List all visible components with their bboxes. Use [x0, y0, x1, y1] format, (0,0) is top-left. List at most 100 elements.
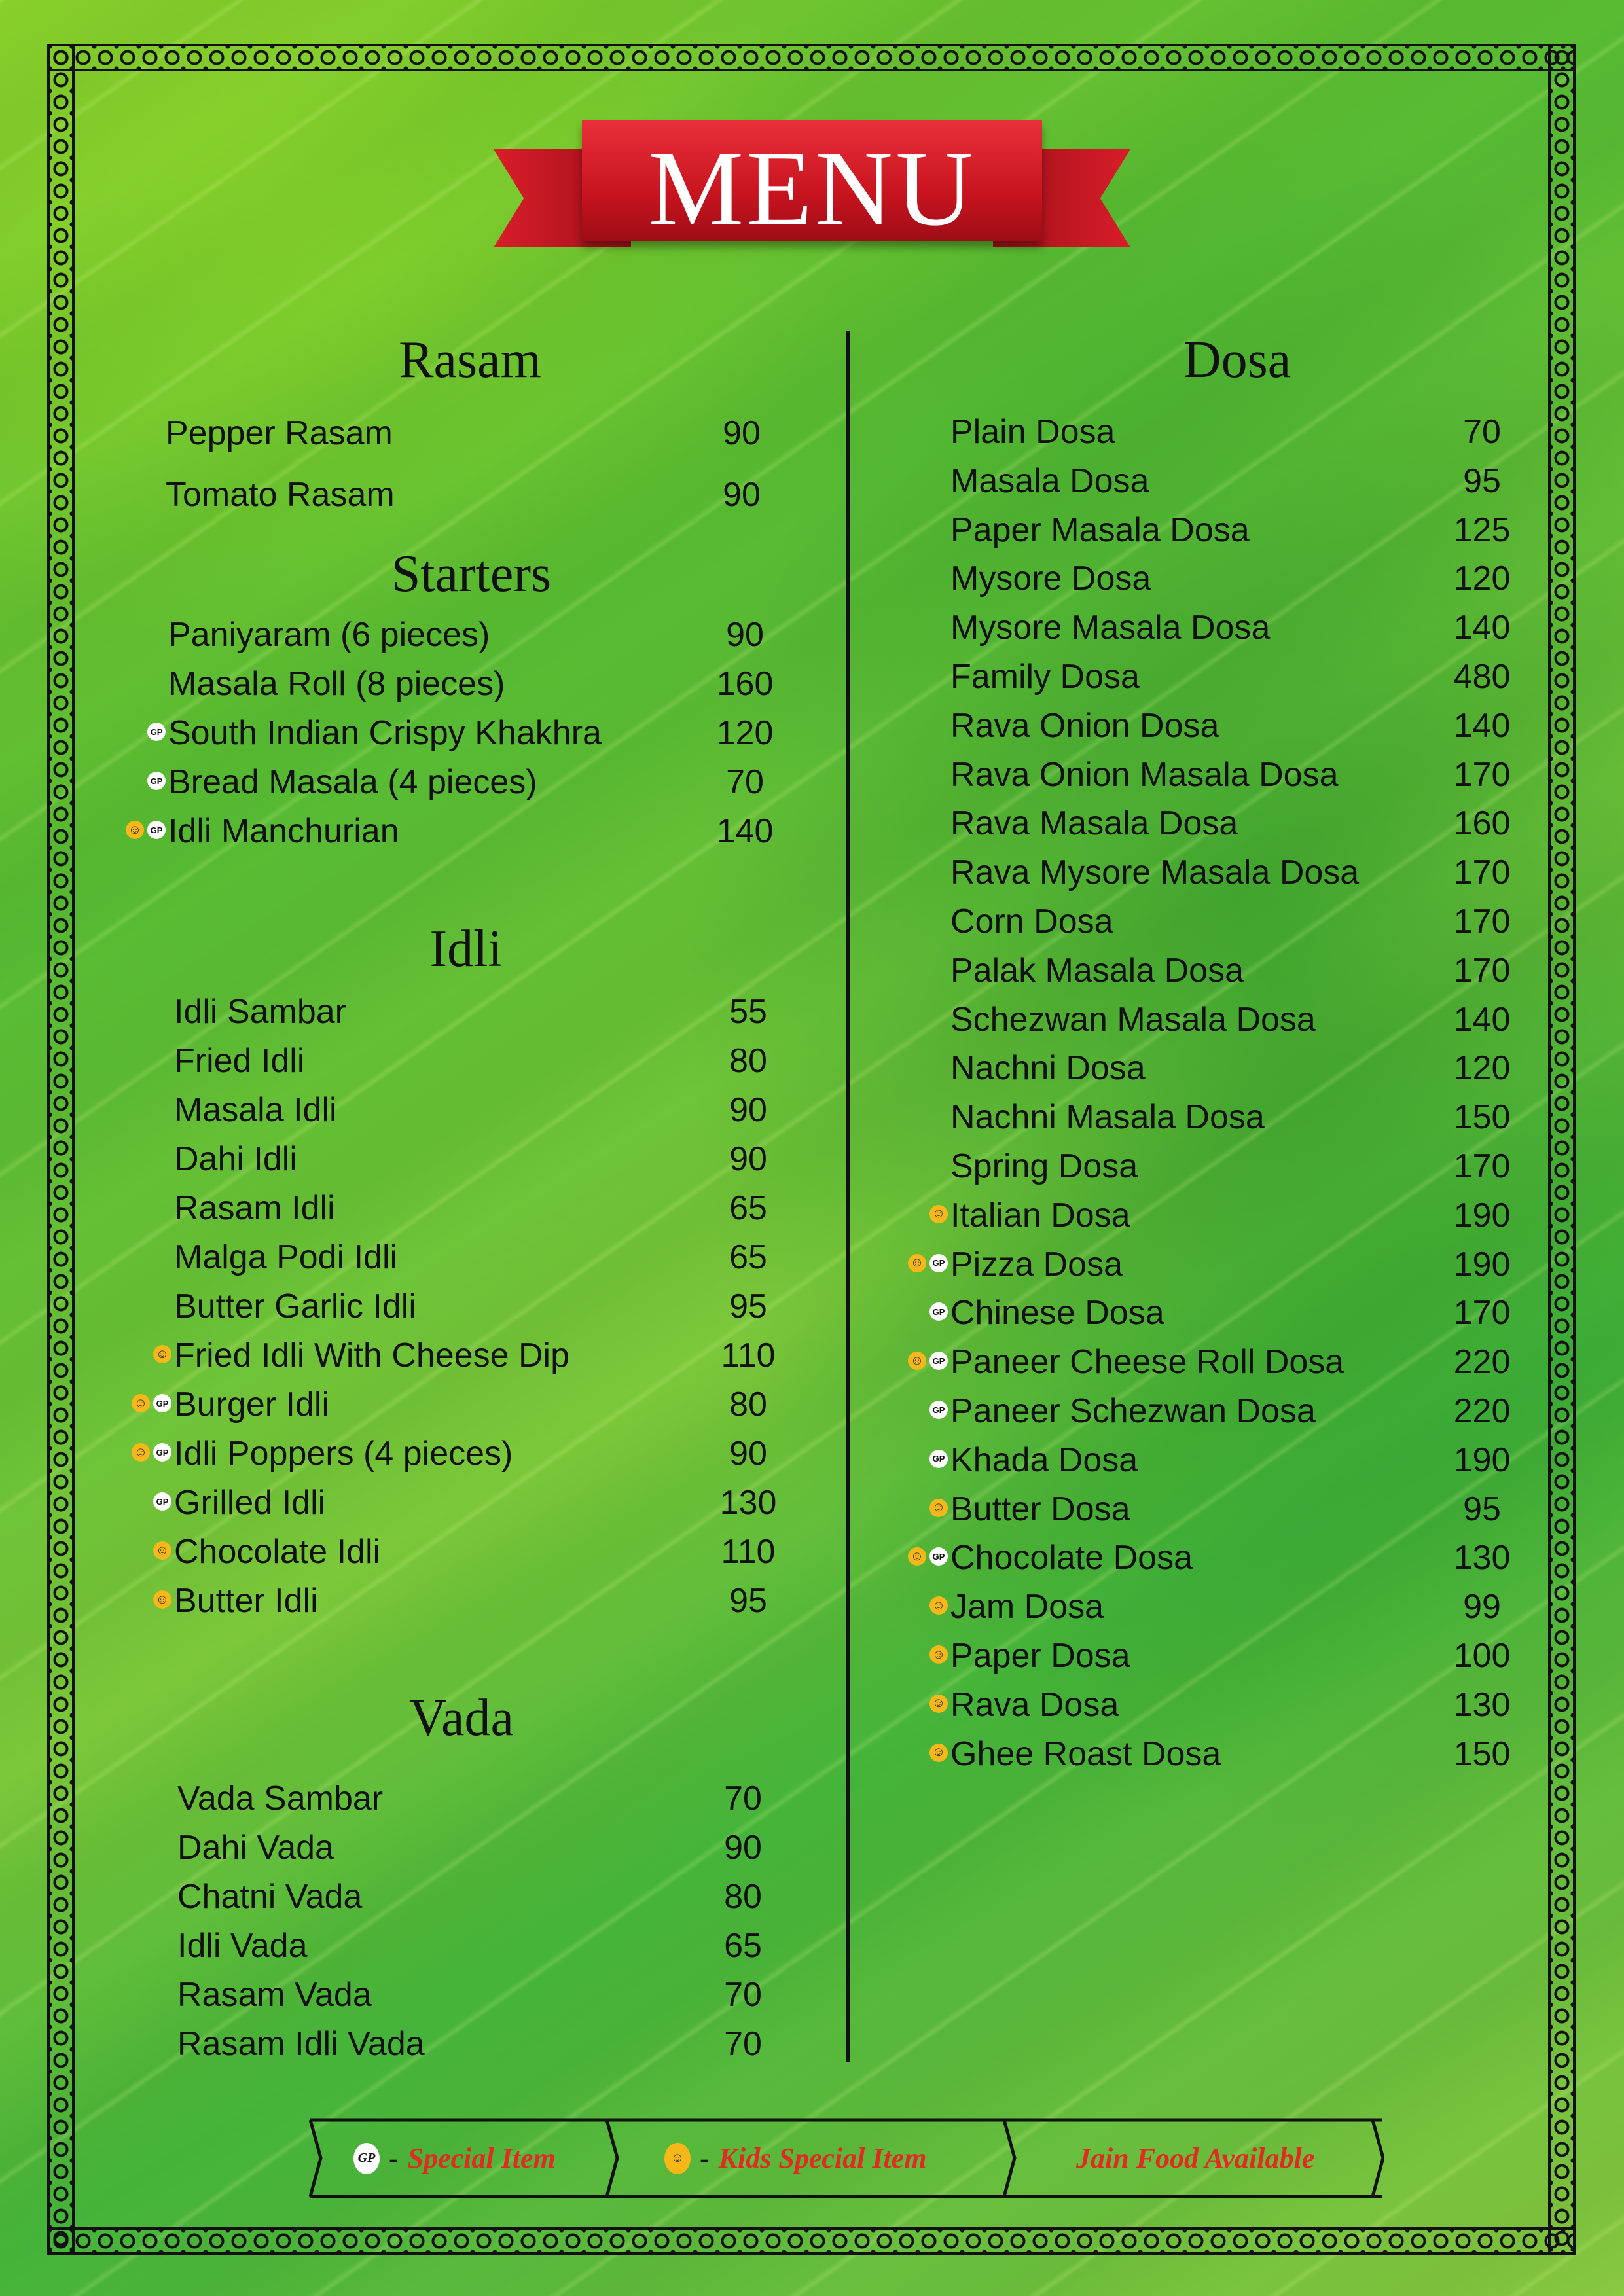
item-price: 65 — [724, 1927, 762, 1965]
item-name: Masala Idli — [174, 1091, 337, 1129]
section-heading: Starters — [391, 545, 552, 603]
item-name: Bread Masala (4 pieces) — [168, 763, 537, 801]
item-icons: ☺ GP — [908, 1547, 950, 1566]
item-price: 70 — [724, 1780, 762, 1818]
gp-badge-icon: GP — [353, 2142, 380, 2174]
gp-badge-icon: GP — [929, 1302, 948, 1321]
legend: GP - Special Item ☺ - Kids Special Item … — [309, 2117, 1384, 2199]
item-price: 140 — [1453, 1000, 1511, 1039]
item-price: 65 — [729, 1189, 767, 1227]
item-name: Chatni Vada — [177, 1878, 363, 1916]
section-heading: Vada — [409, 1689, 514, 1747]
item-icons: ☺ — [929, 1645, 950, 1664]
item-name: Idli Manchurian — [168, 812, 399, 850]
item-price: 125 — [1453, 511, 1511, 549]
item-price: 65 — [729, 1238, 767, 1276]
item-icons: GP — [153, 1492, 174, 1511]
item-icons: GP — [147, 723, 168, 741]
smiley-icon: ☺ — [929, 1694, 948, 1713]
item-name: Plain Dosa — [950, 413, 1115, 451]
gp-badge-icon: GP — [929, 1352, 948, 1371]
item-price: 95 — [1463, 461, 1501, 500]
gp-badge-icon: GP — [929, 1449, 948, 1468]
menu-banner: MENU — [494, 120, 1130, 274]
smiley-icon: ☺ — [664, 2142, 691, 2174]
item-price: 90 — [729, 1140, 767, 1178]
item-price: 110 — [721, 1533, 776, 1571]
item-price: 80 — [729, 1386, 767, 1424]
item-price: 95 — [729, 1287, 767, 1325]
item-name: Tomato Rasam — [166, 476, 395, 514]
smiley-icon: ☺ — [132, 1443, 150, 1462]
smiley-icon: ☺ — [908, 1352, 926, 1371]
item-price: 70 — [724, 2025, 762, 2063]
item-name: Khada Dosa — [950, 1441, 1138, 1479]
item-name: Vada Sambar — [177, 1780, 384, 1818]
item-name: Idli Poppers (4 pieces) — [174, 1435, 513, 1473]
item-name: Chocolate Dosa — [950, 1539, 1193, 1577]
legend-special-label: Special Item — [407, 2142, 556, 2174]
section-heading: Rasam — [399, 331, 541, 389]
item-icons: GP — [929, 1449, 950, 1468]
smiley-icon: ☺ — [929, 1596, 948, 1615]
item-price: 90 — [723, 414, 761, 452]
legend-jain-item: Jain Food Available — [1076, 2117, 1314, 2199]
item-price: 90 — [729, 1091, 767, 1129]
item-name: Mysore Masala Dosa — [950, 609, 1271, 647]
item-price: 70 — [726, 763, 764, 801]
item-price: 90 — [729, 1435, 767, 1473]
item-price: 110 — [721, 1336, 776, 1374]
gp-badge-icon: GP — [147, 772, 166, 790]
item-name: Butter Idli — [174, 1582, 318, 1620]
gp-badge-icon: GP — [147, 723, 166, 741]
legend-dash: - — [389, 2142, 399, 2174]
ornamental-border-right — [1548, 44, 1576, 2255]
smiley-icon: ☺ — [929, 1498, 948, 1517]
item-price: 190 — [1453, 1196, 1511, 1234]
smiley-icon: ☺ — [153, 1590, 171, 1609]
item-price: 130 — [719, 1484, 777, 1522]
item-price: 140 — [1453, 609, 1511, 647]
item-name: Paper Dosa — [950, 1637, 1130, 1675]
item-icons: GP — [929, 1302, 950, 1321]
item-name: Nachni Dosa — [950, 1049, 1146, 1088]
item-price: 90 — [724, 1829, 762, 1867]
ornamental-border-bottom — [47, 2227, 1576, 2255]
gp-badge-icon: GP — [929, 1401, 948, 1419]
gp-badge-icon: GP — [153, 1394, 171, 1412]
item-price: 130 — [1453, 1685, 1511, 1724]
legend-jain-label: Jain Food Available — [1076, 2142, 1315, 2174]
smiley-icon: ☺ — [929, 1204, 948, 1223]
item-name: Schezwan Masala Dosa — [950, 1000, 1316, 1039]
item-icons: ☺ — [153, 1590, 174, 1609]
legend-chevron-frame — [309, 2118, 1384, 2198]
item-name: Butter Dosa — [950, 1490, 1130, 1528]
item-price: 170 — [1453, 1147, 1511, 1185]
item-price: 80 — [729, 1042, 767, 1080]
item-name: Rava Onion Masala Dosa — [950, 755, 1339, 794]
item-name: Idli Vada — [177, 1927, 308, 1965]
item-price: 220 — [1453, 1343, 1511, 1382]
item-name: Grilled Idli — [174, 1484, 326, 1522]
smiley-icon: ☺ — [929, 1645, 948, 1664]
item-name: Paniyaram (6 pieces) — [168, 616, 490, 654]
legend-dash: - — [700, 2142, 710, 2174]
item-price: 80 — [724, 1878, 762, 1916]
item-name: Mysore Dosa — [950, 560, 1151, 598]
item-name: Paper Masala Dosa — [950, 511, 1250, 549]
item-icons: ☺ GP — [908, 1253, 950, 1272]
item-price: 190 — [1453, 1441, 1511, 1479]
item-price: 160 — [716, 665, 774, 703]
item-price: 170 — [1453, 1294, 1511, 1333]
item-price: 480 — [1453, 658, 1511, 696]
item-name: Spring Dosa — [950, 1147, 1138, 1185]
item-price: 170 — [1453, 951, 1511, 990]
item-price: 150 — [1453, 1734, 1511, 1773]
page-title: MENU — [647, 128, 977, 248]
item-name: Corn Dosa — [950, 903, 1113, 941]
item-name: Rasam Vada — [177, 1976, 372, 2014]
item-icons: GP — [929, 1401, 950, 1419]
item-price: 55 — [729, 993, 767, 1031]
smiley-icon: ☺ — [153, 1541, 171, 1560]
item-name: Masala Dosa — [950, 461, 1149, 500]
